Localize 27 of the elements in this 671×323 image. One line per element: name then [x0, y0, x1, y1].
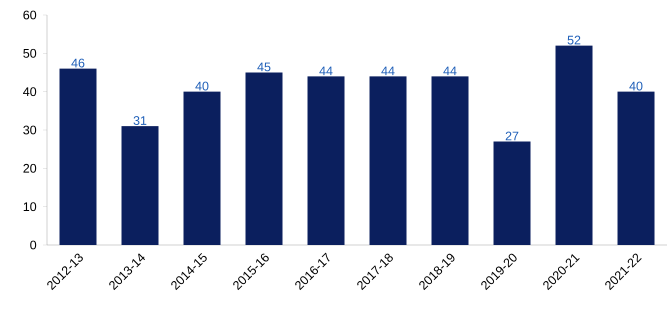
- bar: [122, 126, 159, 245]
- y-tick-label: 60: [23, 10, 36, 20]
- y-tick-label: 50: [23, 48, 36, 58]
- y-tick-label: 30: [23, 126, 36, 134]
- data-label: 44: [381, 66, 395, 76]
- data-label: 44: [443, 66, 457, 76]
- data-label: 31: [134, 116, 146, 125]
- data-label: 52: [568, 36, 580, 44]
- data-label: 44: [319, 66, 333, 76]
- bar: [60, 68, 96, 245]
- y-tick-label: 10: [24, 202, 36, 212]
- bar: [494, 142, 531, 245]
- y-tick-label: 40: [23, 87, 36, 96]
- bar: [370, 76, 407, 245]
- data-label: 45: [257, 62, 270, 72]
- data-label: 40: [629, 82, 642, 90]
- bar: [556, 46, 593, 245]
- y-tick-label: 20: [23, 164, 36, 173]
- bar: [308, 76, 345, 245]
- bar: [618, 92, 655, 245]
- data-label: 46: [71, 58, 84, 68]
- data-label: 27: [506, 132, 518, 140]
- bar: [432, 76, 469, 245]
- bar: [184, 92, 221, 245]
- data-label: 40: [195, 82, 208, 90]
- bar: [246, 72, 283, 245]
- y-tick-label: 0: [30, 240, 36, 250]
